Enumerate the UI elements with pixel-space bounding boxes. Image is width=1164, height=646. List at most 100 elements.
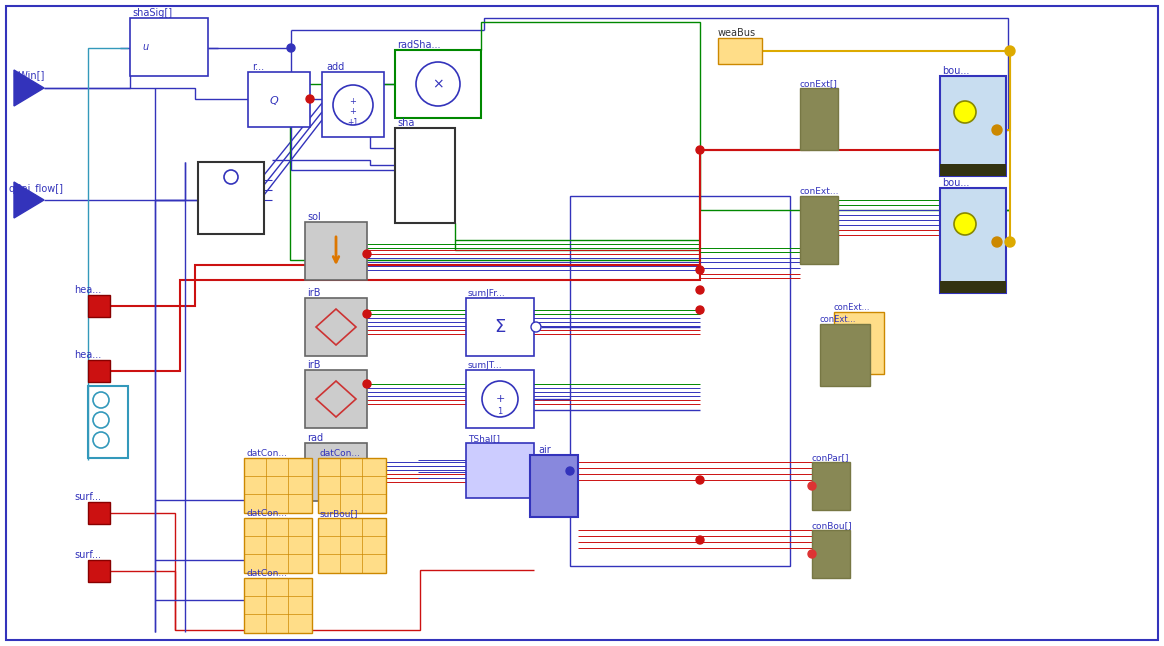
Bar — [305, 298, 367, 356]
Text: add: add — [326, 62, 345, 72]
Circle shape — [416, 62, 460, 106]
Text: datCon...: datCon... — [320, 449, 361, 458]
Circle shape — [1005, 46, 1015, 56]
Bar — [305, 443, 367, 501]
Text: u: u — [142, 42, 148, 52]
Text: uWin[]: uWin[] — [12, 70, 44, 80]
Text: air: air — [538, 445, 551, 455]
Text: sumJT...: sumJT... — [468, 361, 503, 370]
Bar — [244, 458, 312, 513]
Text: qGai_flow[]: qGai_flow[] — [8, 183, 63, 194]
Bar — [198, 162, 264, 234]
Bar — [88, 502, 111, 524]
Text: conBou[]: conBou[] — [812, 521, 852, 530]
Text: ×: × — [432, 77, 443, 91]
Text: Σ: Σ — [495, 318, 505, 336]
Text: +: + — [496, 394, 505, 404]
Circle shape — [363, 310, 371, 318]
Text: conExt...: conExt... — [800, 187, 839, 196]
Text: r...: r... — [251, 62, 264, 72]
Text: conExt...: conExt... — [819, 315, 857, 324]
Text: hea...: hea... — [74, 350, 101, 360]
Text: rad: rad — [307, 433, 324, 443]
Circle shape — [992, 237, 1002, 247]
Text: +: + — [349, 97, 356, 106]
Bar — [833, 312, 883, 374]
Text: surf...: surf... — [74, 550, 101, 560]
Text: radSha...: radSha... — [397, 40, 440, 50]
Bar — [812, 530, 850, 578]
Bar — [466, 370, 534, 428]
Text: +: + — [349, 107, 356, 116]
Text: conExt...: conExt... — [833, 303, 871, 312]
Circle shape — [696, 286, 704, 294]
Text: surf...: surf... — [74, 492, 101, 502]
Circle shape — [992, 125, 1002, 135]
Bar — [941, 76, 1006, 176]
Circle shape — [696, 146, 704, 154]
Text: sol: sol — [307, 212, 321, 222]
Circle shape — [566, 467, 574, 475]
Circle shape — [696, 536, 704, 544]
Circle shape — [333, 85, 372, 125]
Text: bou...: bou... — [942, 178, 970, 188]
Bar — [88, 560, 111, 582]
Text: conPar[]: conPar[] — [812, 453, 850, 462]
Circle shape — [808, 482, 816, 490]
Circle shape — [363, 250, 371, 258]
Bar — [322, 72, 384, 137]
Bar — [248, 72, 310, 127]
Text: surBou[]: surBou[] — [320, 509, 359, 518]
Circle shape — [954, 213, 975, 235]
Polygon shape — [14, 182, 44, 218]
Bar — [466, 443, 534, 498]
Text: weaBus: weaBus — [718, 28, 757, 38]
Text: sumJFr...: sumJFr... — [468, 289, 505, 298]
Bar — [466, 298, 534, 356]
Bar — [800, 196, 838, 264]
Text: TShaI[]: TShaI[] — [468, 434, 501, 443]
Bar — [305, 443, 367, 501]
Bar — [941, 164, 1006, 176]
Bar — [88, 295, 111, 317]
Bar — [819, 324, 870, 386]
Bar — [305, 370, 367, 428]
Bar — [800, 88, 838, 150]
Text: datCon...: datCon... — [246, 449, 288, 458]
Text: shaSig[]: shaSig[] — [132, 8, 172, 18]
Bar — [88, 360, 111, 382]
Text: sha: sha — [397, 118, 414, 128]
Bar — [305, 222, 367, 280]
Text: hea...: hea... — [74, 285, 101, 295]
Bar — [941, 188, 1006, 293]
Circle shape — [363, 380, 371, 388]
Circle shape — [808, 550, 816, 558]
Bar — [318, 518, 386, 573]
Polygon shape — [14, 70, 44, 106]
Bar — [466, 443, 534, 498]
Text: Q: Q — [270, 96, 278, 106]
Bar — [318, 458, 386, 513]
Text: irB: irB — [307, 360, 320, 370]
Bar — [244, 518, 312, 573]
Circle shape — [1005, 237, 1015, 247]
Circle shape — [696, 306, 704, 314]
Text: 1: 1 — [497, 408, 503, 417]
Bar — [941, 281, 1006, 293]
Bar — [718, 38, 762, 64]
Text: +1: +1 — [347, 118, 359, 127]
Circle shape — [288, 44, 294, 52]
Text: datCon...: datCon... — [246, 509, 288, 518]
Bar — [530, 455, 579, 517]
Circle shape — [696, 266, 704, 274]
Bar — [812, 462, 850, 510]
Text: irB: irB — [307, 288, 320, 298]
Circle shape — [696, 476, 704, 484]
Bar — [244, 578, 312, 633]
Bar — [395, 50, 481, 118]
Circle shape — [954, 101, 975, 123]
Bar — [88, 386, 128, 458]
Text: datCon...: datCon... — [246, 569, 288, 578]
Circle shape — [531, 322, 541, 332]
Circle shape — [482, 381, 518, 417]
